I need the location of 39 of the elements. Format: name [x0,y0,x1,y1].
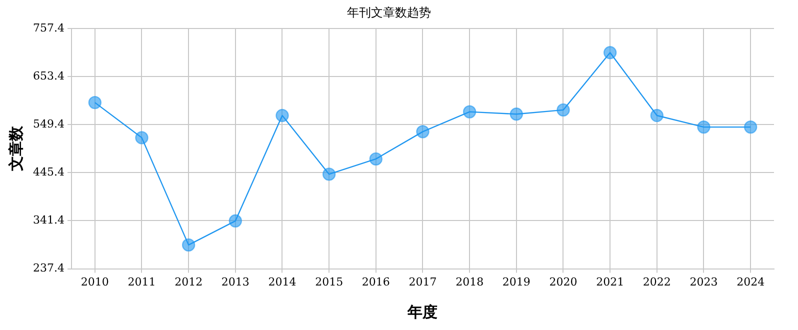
point [603,46,617,60]
point [697,120,710,134]
x-tick-label: 2020 [549,275,578,288]
x-tick-label: 2022 [642,275,671,288]
x-axis-title: 年度 [406,302,438,321]
y-tick-label: 653.4 [32,69,64,82]
x-tick-label: 2021 [596,275,624,288]
point [228,214,242,228]
x-tick-label: 2017 [408,275,437,288]
x-tick-label: 2016 [362,275,390,288]
x-tick-label: 2019 [502,275,530,288]
y-tick-label: 757.4 [32,21,64,34]
x-tick-label: 2012 [174,275,203,288]
x-tick-label: 2011 [128,275,156,288]
point [510,108,524,121]
x-tick-label: 2018 [456,275,484,288]
y-axis-title: 文章数 [6,125,25,172]
point [744,120,758,134]
chart-title: 年刊文章数趋势 [347,5,431,20]
x-tick-label: 2014 [268,275,296,288]
y-tick-label: 445.4 [32,166,64,178]
x-tick-label: 2013 [221,275,250,288]
point [135,131,148,144]
x-tick-label: 2015 [315,275,344,288]
point [556,103,570,117]
point [416,125,430,138]
point [462,105,476,118]
point [182,238,196,252]
point [276,108,289,122]
point [650,108,664,122]
x-tick-label: 2010 [80,275,109,288]
y-tick-label: 341.4 [32,214,64,227]
x-tick-label: 2023 [690,275,718,288]
point [88,96,102,110]
x-tick-label: 2024 [736,275,765,288]
point [322,168,336,181]
y-tick-label: 549.4 [32,117,64,130]
y-tick-label: 237.4 [32,262,64,275]
point [369,152,383,166]
